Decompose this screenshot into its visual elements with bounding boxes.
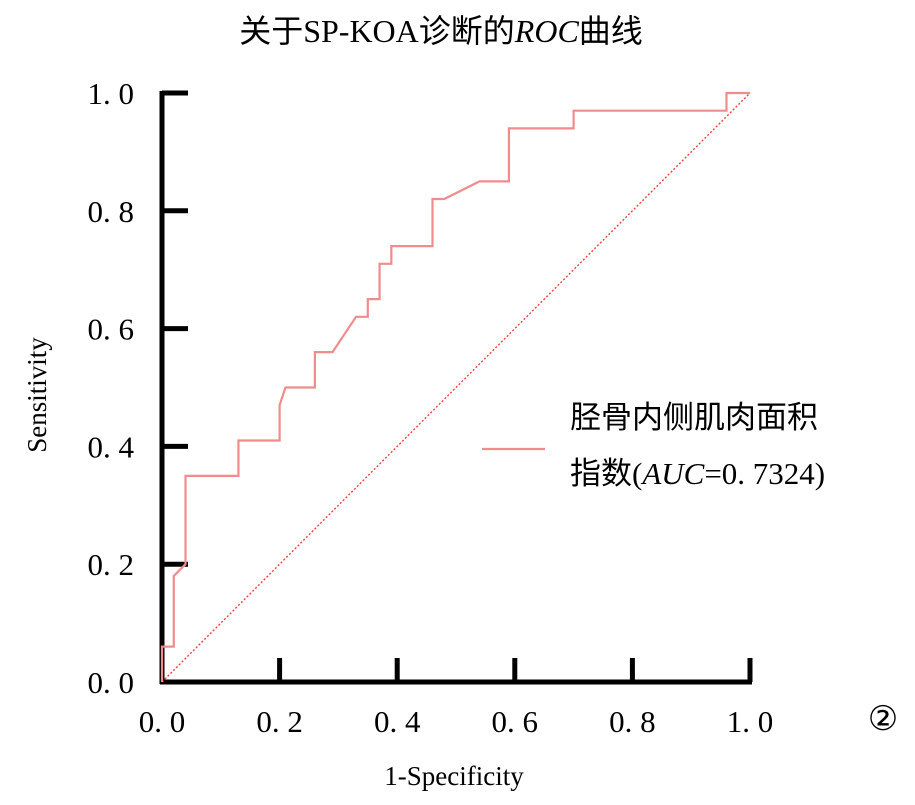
y-axis-label: Sensitivity <box>22 337 52 453</box>
y-tick-label: 0. 6 <box>88 312 135 347</box>
legend: 胫骨内侧肌肉面积 指数(AUC=0. 7324) <box>482 400 825 491</box>
chart-title: 关于SP-KOA诊断的ROC曲线 <box>239 13 643 49</box>
y-tick-label: 1. 0 <box>88 76 135 111</box>
y-tick-label: 0. 8 <box>88 194 135 229</box>
panel-label: ② <box>868 701 898 738</box>
chart-title-prefix: 关于SP-KOA诊断的 <box>239 13 515 49</box>
reference-diagonal-line <box>161 92 751 683</box>
axes <box>159 91 752 685</box>
y-tick-label: 0. 2 <box>88 547 135 582</box>
legend-label-line2: 指数(AUC=0. 7324) <box>570 456 825 491</box>
chart-title-italic: ROC <box>514 13 580 49</box>
x-tick-label: 1. 0 <box>727 704 774 739</box>
x-axis-label: 1-Specificity <box>384 761 524 791</box>
x-tick-label: 0. 8 <box>609 704 656 739</box>
tick-marks <box>162 90 753 682</box>
roc-curve-line <box>160 91 750 682</box>
tick-labels: 0. 0 0. 2 0. 4 0. 6 0. 8 1. 0 0. 0 0. 2 0. 4 0. 6… <box>88 76 774 739</box>
legend-label-line1: 胫骨内侧肌肉面积 <box>570 400 818 435</box>
y-tick-label: 0. 4 <box>88 429 135 464</box>
chart-title-suffix: 曲线 <box>579 13 643 49</box>
legend-label-line2-prefix: 指数( <box>570 456 642 491</box>
x-tick-label: 0. 6 <box>492 704 539 739</box>
x-tick-label: 0. 2 <box>256 704 303 739</box>
y-tick-label: 0. 0 <box>88 665 135 700</box>
legend-label-line2-suffix: =0. 7324) <box>704 456 825 491</box>
legend-label-line2-italic: AUC <box>640 456 704 491</box>
x-tick-label: 0. 0 <box>139 704 186 739</box>
x-tick-label: 0. 4 <box>374 704 421 739</box>
